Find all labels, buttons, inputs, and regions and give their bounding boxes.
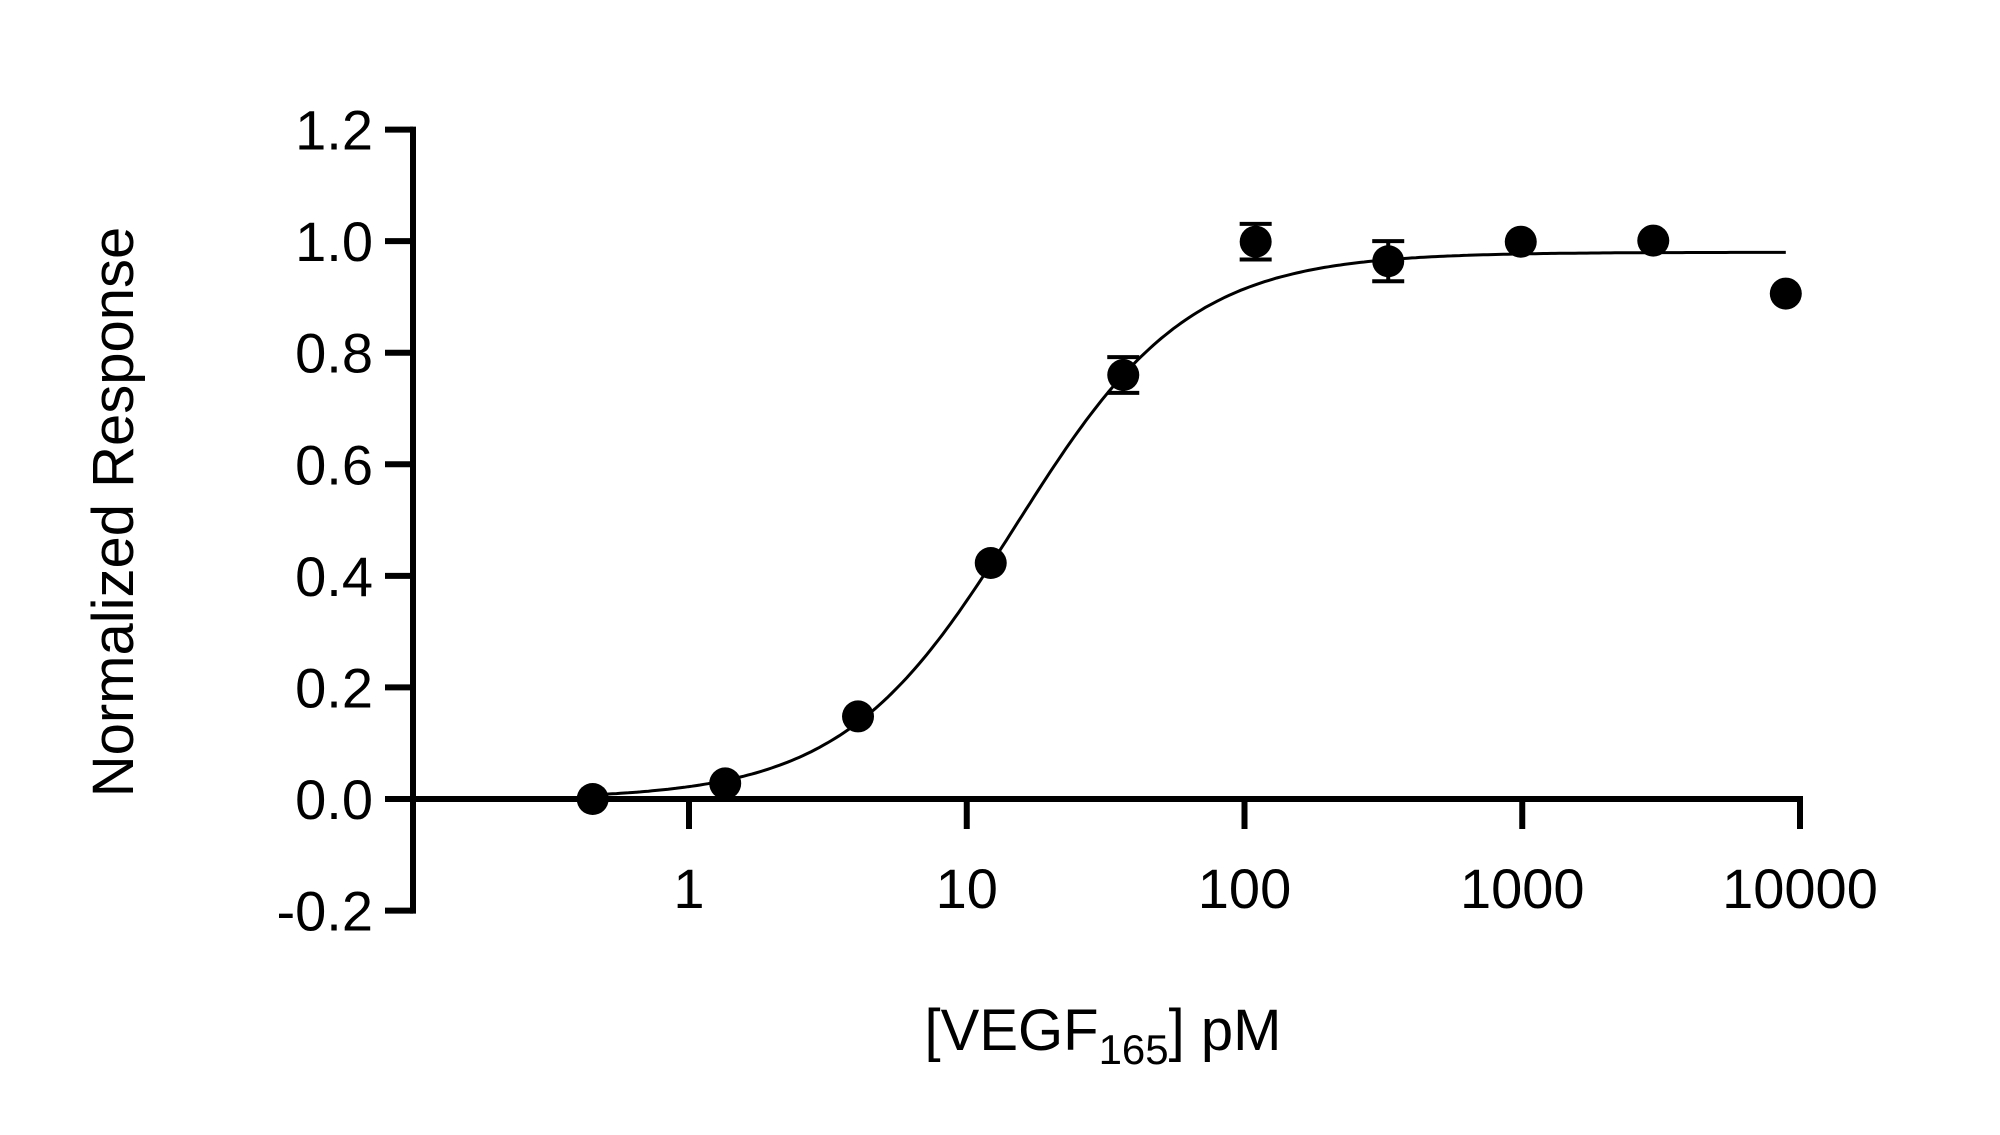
x-tick-label: 100 <box>1198 857 1291 920</box>
fit-curve-layer <box>592 250 1786 797</box>
fit-curve <box>592 250 1786 797</box>
x-tick-label: 1000 <box>1460 857 1585 920</box>
x-tick-label: 10000 <box>1722 857 1878 920</box>
y-tick-label: 1.2 <box>295 99 373 162</box>
data-point <box>1637 224 1670 257</box>
data-point <box>842 700 875 733</box>
y-axis-title: Normalized Response <box>81 227 146 798</box>
data-points-layer <box>576 221 1802 815</box>
data-point <box>1107 359 1140 392</box>
axes: -0.2 0.0 0.2 0.4 0.6 0.8 1.0 1.2 1 10 100 1000 10000 <box>277 99 1878 943</box>
data-point <box>576 783 609 815</box>
y-tick-label: 0.2 <box>295 656 373 719</box>
data-point <box>1769 277 1802 310</box>
y-tick-label: 0.4 <box>295 545 373 608</box>
data-point <box>709 767 742 800</box>
y-tick-label: -0.2 <box>277 880 374 943</box>
x-axis-title-prefix: [VEGF <box>925 998 1099 1063</box>
data-point <box>1372 245 1405 278</box>
x-axis-title-subscript: 165 <box>1099 1026 1169 1073</box>
y-tick-label: 0.8 <box>295 322 373 385</box>
y-tick-label: 0.6 <box>295 433 373 496</box>
y-tick-label: 1.0 <box>295 210 373 273</box>
x-tick-label: 10 <box>936 857 998 920</box>
data-point <box>1239 225 1272 258</box>
x-tick-label: 1 <box>673 857 704 920</box>
data-point <box>1504 225 1537 258</box>
x-axis-title: [VEGF165] pM <box>925 998 1282 1073</box>
x-axis-title-suffix: ] pM <box>1169 998 1282 1063</box>
data-point <box>974 547 1007 580</box>
y-tick-label: 0.0 <box>295 768 373 831</box>
